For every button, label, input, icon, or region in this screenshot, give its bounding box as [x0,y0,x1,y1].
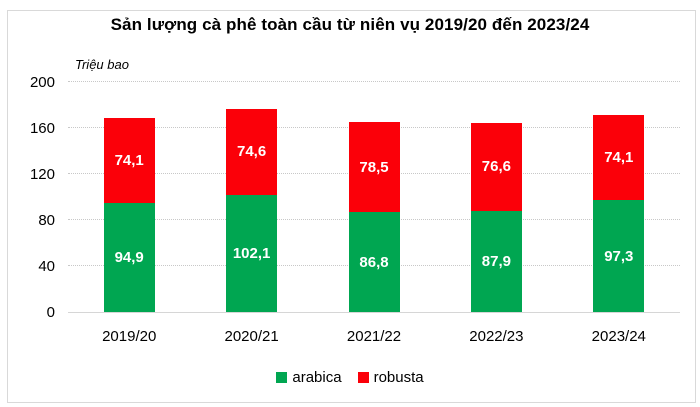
y-tick-label-160: 160 [29,120,55,137]
legend-label-arabica: arabica [292,369,342,386]
chart-title: Sản lượng cà phê toàn cầu từ niên vụ 201… [110,15,590,34]
y-tick-label-0: 0 [46,304,55,321]
x-tick-label-2020/21: 2020/21 [224,328,279,345]
y-axis-unit-label: Triệu bao [75,57,129,72]
gridline-200 [68,81,680,82]
arabica-segment-2019/20: 94,9 [103,202,155,312]
arabica-value-label: 94,9 [114,248,144,266]
x-tick-label-2022/23: 2022/23 [469,328,524,345]
robusta-value-label: 74,6 [236,143,267,161]
bar-2022/23: 76,6 87,9 [470,122,522,312]
robusta-value-label: 74,1 [114,151,144,169]
plot-area: 74,1 94,9 74,6 102,1 78,5 86,8 76,6 87,9 74,1 97,… [68,81,680,313]
robusta-segment-2019/20: 74,1 [103,117,155,203]
robusta-value-label: 74,1 [604,149,634,166]
legend-label-robusta: robusta [373,369,424,386]
y-axis: 0 40 80 120 160 200 [0,74,55,321]
legend-item-robusta: robusta [357,369,424,386]
arabica-segment-2023/24: 97,3 [593,200,645,312]
bar-2023/24: 74,1 97,3 [593,114,645,312]
arabica-value-label: 97,3 [604,247,634,265]
robusta-segment-2021/22: 78,5 [348,121,400,213]
y-tick-label-80: 80 [38,212,55,229]
x-tick-label-2021/22: 2021/22 [346,328,402,345]
arabica-segment-2020/21: 102,1 [226,194,278,312]
arabica-value-label: 86,8 [359,253,389,271]
y-tick-label-120: 120 [29,166,55,183]
robusta-value-label: 76,6 [481,158,511,176]
arabica-segment-2022/23: 87,9 [470,210,522,312]
arabica-value-label: 102,1 [232,244,271,262]
arabica-value-label: 87,9 [481,252,511,270]
robusta-segment-2022/23: 76,6 [470,122,522,211]
bar-2021/22: 78,5 86,8 [348,121,400,312]
arabica-legend-swatch-icon [276,372,288,383]
y-tick-label-40: 40 [38,258,55,275]
bar-2020/21: 74,6 102,1 [226,108,278,312]
x-axis: 2019/20 2020/21 2021/22 2022/23 2023/24 [68,328,680,348]
robusta-legend-swatch-icon [357,372,369,383]
robusta-segment-2020/21: 74,6 [226,108,278,195]
legend: arabica robusta [0,369,700,386]
y-tick-label-200: 200 [29,74,55,91]
arabica-segment-2021/22: 86,8 [348,212,400,312]
robusta-segment-2023/24: 74,1 [593,114,645,201]
x-tick-label-2019/20: 2019/20 [102,328,157,345]
legend-item-arabica: arabica [276,369,342,386]
x-tick-label-2023/24: 2023/24 [591,328,646,345]
robusta-value-label: 78,5 [359,158,389,176]
bar-2019/20: 74,1 94,9 [103,117,155,312]
